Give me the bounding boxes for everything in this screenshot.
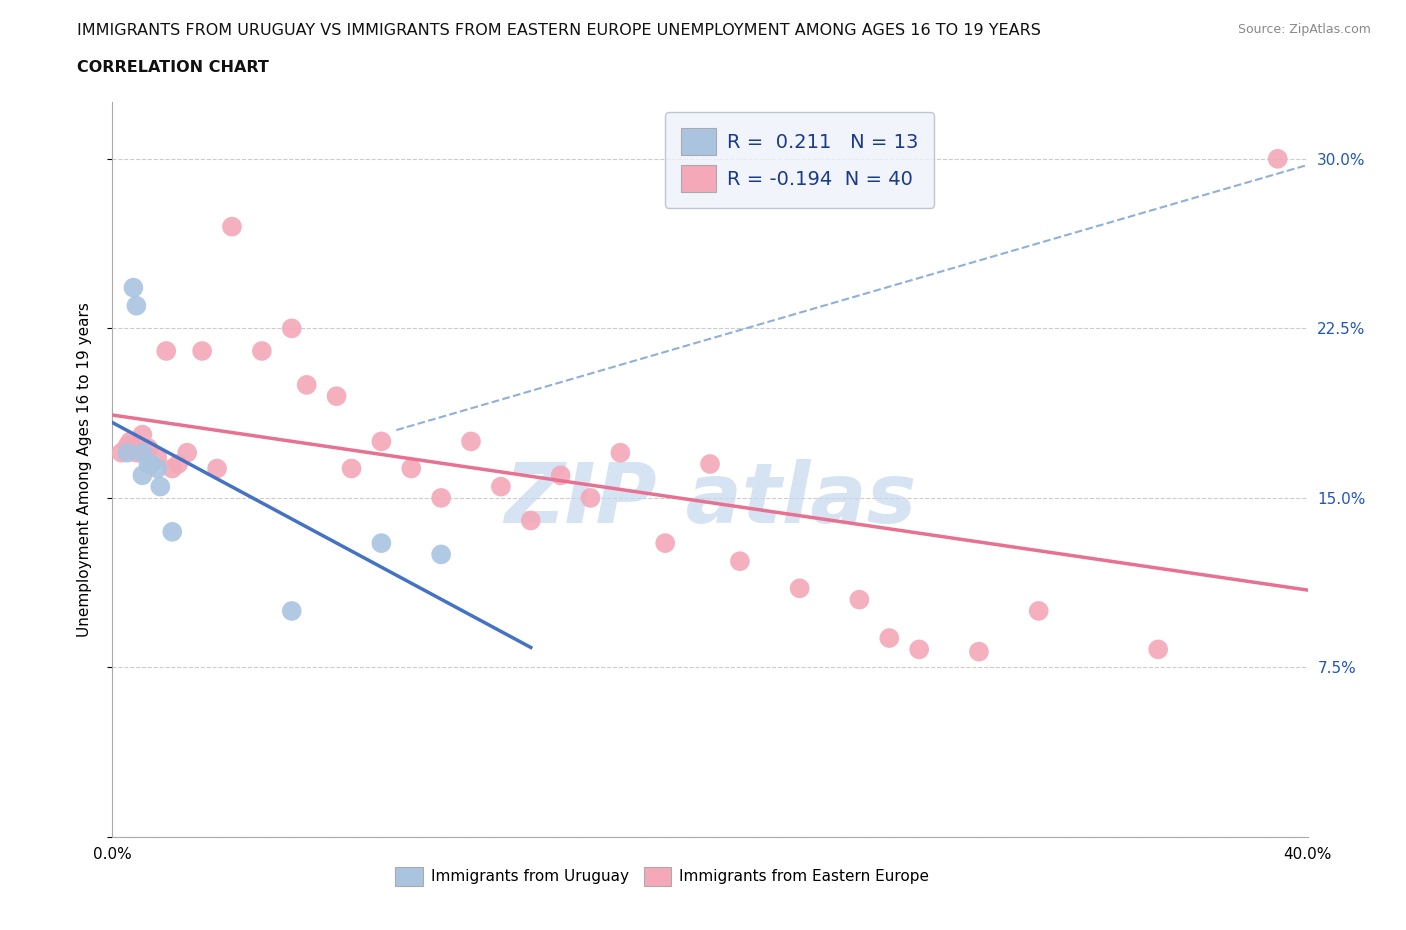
Point bbox=[205, 461, 228, 476]
Point bbox=[460, 434, 482, 449]
Point bbox=[609, 445, 631, 460]
Point bbox=[1267, 152, 1289, 166]
Point bbox=[146, 461, 169, 476]
Text: CORRELATION CHART: CORRELATION CHART bbox=[77, 60, 269, 75]
Point bbox=[1028, 604, 1050, 618]
Point bbox=[117, 438, 139, 453]
Point bbox=[120, 434, 142, 449]
Point bbox=[879, 631, 901, 645]
Point bbox=[131, 427, 153, 442]
Point bbox=[370, 434, 392, 449]
Point bbox=[138, 441, 160, 456]
Point bbox=[699, 457, 721, 472]
Point bbox=[295, 378, 318, 392]
Point bbox=[167, 457, 190, 472]
Point bbox=[1147, 642, 1170, 657]
Point bbox=[146, 450, 169, 465]
Point bbox=[654, 536, 676, 551]
Point bbox=[162, 525, 183, 539]
Point bbox=[191, 343, 214, 358]
Text: Source: ZipAtlas.com: Source: ZipAtlas.com bbox=[1237, 23, 1371, 36]
Point bbox=[281, 604, 304, 618]
Text: IMMIGRANTS FROM URUGUAY VS IMMIGRANTS FROM EASTERN EUROPE UNEMPLOYMENT AMONG AGE: IMMIGRANTS FROM URUGUAY VS IMMIGRANTS FR… bbox=[77, 23, 1042, 38]
Point bbox=[430, 490, 453, 505]
Point bbox=[401, 461, 423, 476]
Point bbox=[728, 553, 751, 568]
Point bbox=[250, 343, 273, 358]
Point bbox=[550, 468, 572, 483]
Point bbox=[340, 461, 363, 476]
Point bbox=[430, 547, 453, 562]
Point bbox=[155, 343, 177, 358]
Point bbox=[489, 479, 512, 494]
Point bbox=[789, 581, 811, 596]
Point bbox=[967, 644, 990, 659]
Point bbox=[221, 219, 243, 234]
Text: ZIP atlas: ZIP atlas bbox=[503, 458, 917, 539]
Point bbox=[848, 592, 870, 607]
Point bbox=[122, 280, 145, 295]
Point bbox=[908, 642, 931, 657]
Point bbox=[131, 468, 153, 483]
Point bbox=[281, 321, 304, 336]
Legend: Immigrants from Uruguay, Immigrants from Eastern Europe: Immigrants from Uruguay, Immigrants from… bbox=[389, 861, 935, 892]
Point bbox=[141, 457, 163, 472]
Point bbox=[149, 479, 172, 494]
Point bbox=[325, 389, 347, 404]
Point bbox=[579, 490, 602, 505]
Point bbox=[370, 536, 392, 551]
Point bbox=[520, 513, 543, 528]
Point bbox=[131, 445, 153, 460]
Point bbox=[138, 457, 160, 472]
Y-axis label: Unemployment Among Ages 16 to 19 years: Unemployment Among Ages 16 to 19 years bbox=[77, 302, 91, 637]
Point bbox=[117, 445, 139, 460]
Point bbox=[125, 299, 148, 313]
Point bbox=[176, 445, 198, 460]
Point bbox=[162, 461, 183, 476]
Point bbox=[110, 445, 132, 460]
Point bbox=[125, 445, 148, 460]
